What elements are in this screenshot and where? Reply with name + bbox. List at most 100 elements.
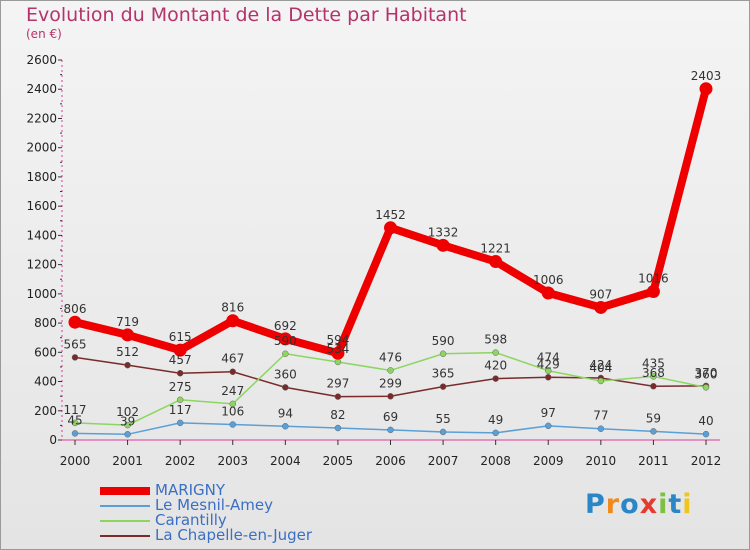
data-label-carantilly: 404 bbox=[589, 361, 612, 375]
data-label-le-mesnil-amey: 39 bbox=[120, 414, 135, 428]
data-label-la-chapelle-en-juger: 370 bbox=[695, 366, 718, 380]
y-tick-label: 2600 bbox=[26, 53, 57, 67]
data-label-marigny: 615 bbox=[169, 330, 192, 344]
data-point-marigny bbox=[489, 255, 503, 269]
data-point-le-mesnil-amey bbox=[702, 430, 710, 438]
data-point-carantilly bbox=[650, 373, 657, 380]
y-tick-label: 1800 bbox=[26, 170, 57, 184]
legend-label-marigny: MARIGNY bbox=[155, 481, 226, 499]
data-label-le-mesnil-amey: 40 bbox=[698, 414, 713, 428]
data-label-marigny: 1016 bbox=[638, 272, 669, 286]
data-point-la-chapelle-en-juger bbox=[387, 393, 394, 400]
data-point-marigny bbox=[384, 221, 397, 235]
data-label-la-chapelle-en-juger: 297 bbox=[326, 377, 349, 391]
data-point-la-chapelle-en-juger bbox=[124, 361, 131, 369]
data-point-marigny bbox=[541, 286, 555, 300]
x-tick-label: 2012 bbox=[691, 454, 722, 468]
data-label-carantilly: 102 bbox=[116, 405, 139, 419]
data-point-la-chapelle-en-juger bbox=[282, 384, 289, 391]
data-label-carantilly: 117 bbox=[64, 403, 87, 417]
data-point-le-mesnil-amey bbox=[282, 423, 289, 430]
data-point-carantilly bbox=[124, 421, 131, 429]
data-point-le-mesnil-amey bbox=[597, 425, 605, 432]
data-label-le-mesnil-amey: 97 bbox=[541, 406, 556, 420]
legend-swatch-le-mesnil-amey bbox=[100, 505, 150, 507]
chart-legend: MARIGNY Le Mesnil-Amey Carantilly La Cha… bbox=[100, 481, 360, 543]
data-label-la-chapelle-en-juger: 457 bbox=[169, 353, 192, 367]
data-point-la-chapelle-en-juger bbox=[439, 383, 447, 390]
legend-swatch-la-chapelle-en-juger bbox=[100, 535, 150, 537]
data-point-carantilly bbox=[282, 350, 289, 358]
logo-letter: t bbox=[668, 489, 683, 520]
x-tick-label: 2005 bbox=[323, 454, 354, 468]
data-label-le-mesnil-amey: 45 bbox=[67, 413, 82, 427]
data-point-carantilly bbox=[597, 377, 605, 385]
data-point-le-mesnil-amey bbox=[71, 430, 79, 437]
data-label-carantilly: 247 bbox=[221, 384, 244, 398]
data-point-carantilly bbox=[545, 367, 552, 374]
data-label-la-chapelle-en-juger: 512 bbox=[116, 345, 139, 359]
data-label-le-mesnil-amey: 117 bbox=[169, 403, 192, 417]
data-label-marigny: 692 bbox=[274, 319, 297, 333]
y-tick-label: 400 bbox=[34, 375, 57, 389]
y-tick-label: 1400 bbox=[26, 228, 57, 242]
legend-item-carantilly: Carantilly bbox=[100, 512, 360, 528]
y-tick-label: 800 bbox=[34, 316, 57, 330]
y-tick-label: 0 bbox=[49, 433, 57, 447]
y-tick-label: 2400 bbox=[26, 82, 57, 96]
data-point-la-chapelle-en-juger bbox=[545, 374, 552, 381]
data-point-marigny bbox=[436, 238, 450, 252]
data-label-le-mesnil-amey: 55 bbox=[435, 412, 450, 426]
data-point-marigny bbox=[646, 285, 660, 299]
data-label-marigny: 907 bbox=[589, 287, 612, 301]
chart-title: Evolution du Montant de la Dette par Hab… bbox=[26, 4, 467, 26]
data-label-la-chapelle-en-juger: 360 bbox=[274, 367, 297, 381]
chart-subtitle: (en €) bbox=[26, 27, 62, 41]
data-point-carantilly bbox=[71, 419, 79, 427]
legend-label-le-mesnil-amey: Le Mesnil-Amey bbox=[155, 496, 273, 514]
data-label-carantilly: 435 bbox=[642, 356, 665, 370]
data-point-marigny bbox=[699, 82, 713, 96]
x-tick-label: 2004 bbox=[270, 454, 301, 468]
data-point-la-chapelle-en-juger bbox=[71, 354, 79, 361]
data-label-marigny: 1332 bbox=[428, 225, 459, 239]
legend-swatch-carantilly bbox=[100, 520, 150, 522]
data-label-carantilly: 590 bbox=[274, 334, 297, 348]
data-point-la-chapelle-en-juger bbox=[650, 382, 657, 390]
data-point-le-mesnil-amey bbox=[334, 424, 342, 432]
y-tick-label: 2200 bbox=[26, 111, 57, 125]
proxiti-logo: Proxiti bbox=[585, 489, 693, 520]
data-label-carantilly: 360 bbox=[695, 367, 718, 381]
data-label-la-chapelle-en-juger: 424 bbox=[589, 358, 612, 372]
data-label-carantilly: 590 bbox=[432, 334, 455, 348]
data-point-marigny bbox=[278, 332, 292, 346]
data-label-carantilly: 534 bbox=[326, 342, 349, 356]
x-tick-label: 2008 bbox=[480, 454, 511, 468]
data-point-marigny bbox=[68, 315, 82, 329]
data-point-marigny bbox=[226, 314, 240, 328]
data-point-carantilly bbox=[387, 367, 394, 374]
data-point-le-mesnil-amey bbox=[176, 419, 184, 427]
data-label-le-mesnil-amey: 77 bbox=[593, 409, 608, 423]
y-tick-label: 2000 bbox=[26, 141, 57, 155]
data-label-le-mesnil-amey: 69 bbox=[383, 410, 398, 424]
data-label-la-chapelle-en-juger: 467 bbox=[221, 352, 244, 366]
y-tick-label: 1000 bbox=[26, 287, 57, 301]
legend-swatch-marigny bbox=[100, 487, 150, 495]
y-tick-label: 600 bbox=[34, 345, 57, 359]
y-tick-label: 1600 bbox=[26, 199, 57, 213]
data-label-le-mesnil-amey: 49 bbox=[488, 413, 503, 427]
data-label-la-chapelle-en-juger: 429 bbox=[537, 357, 560, 371]
data-point-le-mesnil-amey bbox=[650, 428, 657, 435]
data-point-le-mesnil-amey bbox=[229, 421, 236, 428]
legend-item-marigny: MARIGNY bbox=[100, 481, 360, 499]
x-tick-label: 2009 bbox=[533, 454, 564, 468]
logo-letter: o bbox=[620, 489, 640, 520]
data-point-le-mesnil-amey bbox=[439, 428, 447, 436]
logo-letter: x bbox=[639, 489, 659, 520]
data-label-carantilly: 474 bbox=[537, 351, 560, 365]
data-point-carantilly bbox=[492, 349, 499, 356]
x-tick-label: 2002 bbox=[165, 454, 196, 468]
logo-letter: r bbox=[605, 489, 621, 520]
data-label-marigny: 816 bbox=[221, 301, 244, 315]
